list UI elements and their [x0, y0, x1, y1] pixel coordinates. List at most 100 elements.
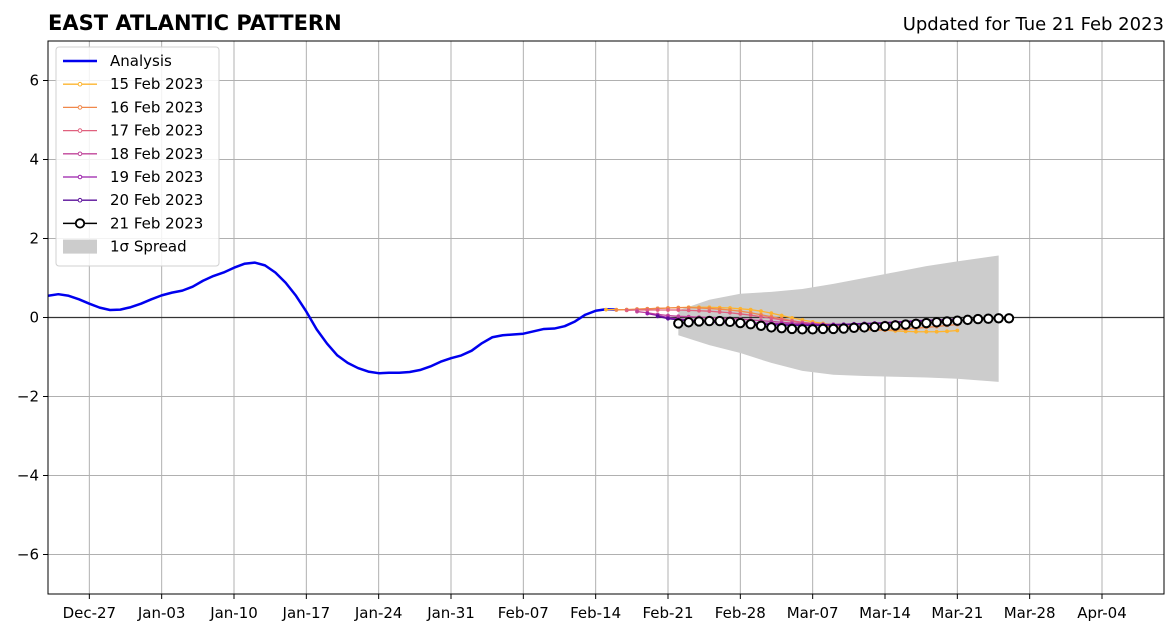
forecast-point — [697, 308, 701, 313]
plot-area: Dec-27 Jan-03 Jan-10 Jan-17 Jan-24 Jan-31 Feb-… — [17, 40, 1165, 622]
forecast-point — [759, 309, 763, 314]
spread-band — [678, 255, 999, 382]
legend-label-analysis: Analysis — [110, 52, 172, 70]
forecast-point — [728, 310, 732, 315]
x-tick-label: Feb-28 — [715, 604, 766, 622]
forecast-point — [666, 316, 670, 321]
x-tick-label: Jan-24 — [354, 604, 403, 622]
x-tick-label: Jan-10 — [209, 604, 258, 622]
legend-swatch-marker — [77, 197, 83, 203]
legend-swatch-marker — [77, 81, 83, 87]
forecast-point-21-feb — [910, 318, 922, 330]
legend-label: 17 Feb 2023 — [110, 122, 203, 140]
forecast-point-21-feb — [993, 313, 1004, 324]
forecast-point — [655, 314, 660, 319]
forecast-point-21-feb — [714, 315, 725, 327]
legend-swatch-marker — [77, 151, 83, 157]
legend-label: 16 Feb 2023 — [110, 98, 203, 116]
x-tick-label: Mar-14 — [859, 604, 911, 622]
forecast-point — [717, 310, 722, 314]
forecast-point — [769, 311, 774, 316]
forecast-point-21-feb — [983, 313, 994, 324]
forecast-point — [624, 308, 629, 313]
x-tick-label: Feb-14 — [570, 604, 621, 622]
analysis-line — [48, 261, 617, 375]
x-tick-label: Jan-03 — [137, 604, 186, 622]
forecast-point — [914, 329, 918, 334]
legend-swatch-marker — [77, 174, 83, 180]
forecast-point — [769, 316, 774, 321]
x-tick-label: Feb-21 — [642, 604, 693, 622]
y-tick-label: 2 — [29, 230, 39, 248]
forecast-point-21-feb — [683, 317, 694, 328]
y-tick-label: −6 — [17, 546, 39, 564]
data-layer — [48, 255, 1164, 382]
forecast-point-21-feb — [962, 314, 973, 326]
forecast-point-21-feb — [766, 322, 777, 333]
forecast-point — [759, 314, 763, 319]
forecast-point-21-feb — [900, 319, 911, 330]
legend-label: 20 Feb 2023 — [110, 191, 203, 209]
forecast-point — [666, 308, 670, 312]
forecast-point-21-feb — [1003, 313, 1015, 324]
forecast-point — [707, 309, 712, 314]
forecast-point — [779, 313, 784, 318]
legend-label: 19 Feb 2023 — [110, 168, 203, 186]
forecast-point-21-feb — [869, 321, 880, 333]
forecast-point-21-feb — [724, 316, 736, 328]
forecast-point — [655, 308, 660, 312]
legend: Analysis 15 Feb 2023 16 Feb 2023 17 Feb 202… — [55, 46, 220, 267]
y-tick-label: −2 — [17, 388, 39, 406]
forecast-point-21-feb — [745, 319, 756, 330]
forecast-point — [945, 329, 949, 334]
forecast-point-21-feb — [879, 320, 891, 332]
forecast-point-21-feb — [797, 324, 808, 335]
forecast-line-16-feb-2023 — [616, 306, 958, 331]
x-tick-label: Mar-28 — [1004, 604, 1056, 622]
forecast-point-21-feb — [859, 322, 870, 333]
forecast-point-21-feb — [890, 320, 901, 331]
y-tick-label: −4 — [17, 467, 39, 485]
forecast-point — [676, 308, 681, 312]
forecast-point-21-feb — [693, 316, 705, 327]
forecast-point-21-feb — [673, 318, 684, 329]
forecast-point-21-feb — [952, 315, 963, 326]
forecast-point — [955, 328, 960, 333]
y-tick-label: 6 — [29, 72, 39, 90]
forecast-point — [934, 329, 939, 334]
x-tick-label: Apr-04 — [1077, 604, 1127, 622]
forecast-point-21-feb — [817, 323, 829, 335]
legend-label: 21 Feb 2023 — [110, 214, 203, 232]
legend-label-spread: 1σ Spread — [110, 238, 187, 256]
forecast-point — [738, 312, 743, 316]
forecast-point — [614, 308, 619, 312]
chart-title: EAST ATLANTIC PATTERN — [48, 11, 342, 35]
forecast-point-21-feb — [972, 313, 984, 325]
y-tick-label: 0 — [29, 309, 39, 327]
forecast-point — [924, 329, 929, 334]
forecast-point — [645, 311, 650, 316]
x-tick-label: Mar-07 — [787, 604, 839, 622]
forecast-point-21-feb — [848, 322, 860, 333]
x-tick-label: Jan-31 — [426, 604, 475, 622]
forecast-point — [686, 308, 691, 313]
x-tick-label: Jan-17 — [282, 604, 331, 622]
legend-box — [55, 46, 220, 267]
forecast-point-21-feb — [755, 320, 767, 331]
forecast-point — [748, 307, 753, 312]
legend-label: 15 Feb 2023 — [110, 75, 203, 93]
legend-swatch-marker — [77, 105, 83, 110]
legend-swatch-marker — [74, 218, 86, 229]
forecast-point-21-feb — [921, 317, 932, 329]
legend-label: 18 Feb 2023 — [110, 145, 203, 163]
chart-subtitle: Updated for Tue 21 Feb 2023 — [903, 14, 1164, 35]
legend-swatch-marker — [77, 128, 83, 133]
forecast-point — [748, 313, 753, 318]
x-tick-label: Feb-07 — [498, 604, 549, 622]
forecast-point-21-feb — [786, 323, 798, 335]
forecast-point-21-feb — [807, 324, 818, 335]
forecast-point-21-feb — [941, 316, 953, 327]
x-tick-label: Mar-21 — [931, 604, 983, 622]
forecast-point-21-feb — [828, 323, 839, 335]
